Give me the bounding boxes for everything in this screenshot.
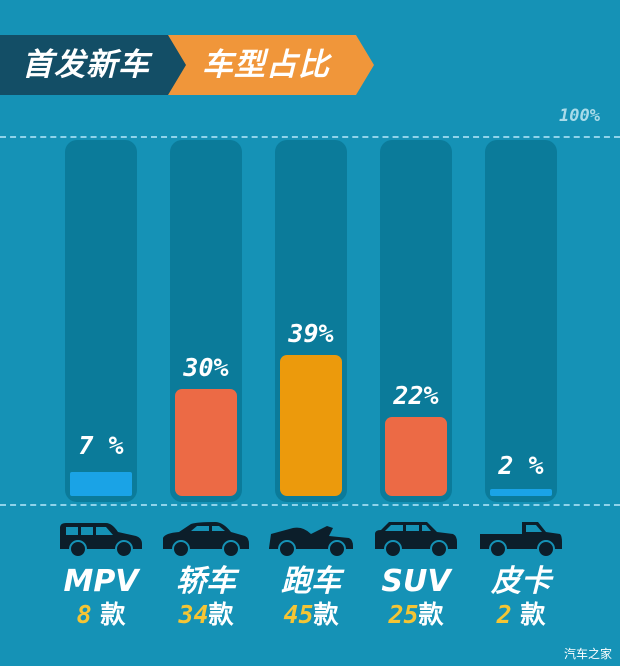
suv-car-icon [375, 522, 457, 558]
title-banner: 首发新车 车型占比 [0, 35, 380, 95]
bar-column-suv: 22% [380, 140, 452, 502]
category-suv: SUV 25款 [361, 520, 471, 630]
title-left-bg [0, 35, 190, 95]
bar-track [485, 140, 557, 502]
bar-fill [280, 355, 342, 496]
sports-car-icon [269, 526, 353, 558]
category-pickup: 皮卡 2 款 [466, 520, 576, 630]
bar-fill [385, 417, 447, 496]
bar-pct-label: 2 % [498, 451, 544, 480]
category-name: SUV [381, 564, 451, 599]
bar-pct-label: 30% [183, 353, 229, 382]
bar-fill [490, 489, 552, 496]
title-right-bg [168, 35, 374, 95]
max-label: 100% [559, 106, 600, 126]
bar-column-sedan: 30% [170, 140, 242, 502]
top-dashed-line [0, 136, 620, 138]
bar-column-sports: 39% [275, 140, 347, 502]
bar-pct-label: 39% [288, 319, 334, 348]
title-left: 首发新车 [22, 47, 150, 83]
category-count: 2 款 [496, 600, 546, 629]
bar-fill [70, 472, 132, 496]
mpv-car-icon [60, 523, 142, 558]
bar-column-pickup: 2 % [485, 140, 557, 502]
pickup-truck-icon [480, 522, 562, 558]
bar-pct-label: 22% [393, 381, 439, 410]
category-count: 34款 [178, 600, 234, 629]
bar-pct-label: 7 % [78, 431, 124, 460]
title-right: 车型占比 [202, 47, 330, 83]
category-name: 轿车 [176, 564, 236, 599]
category-name: MPV [63, 564, 139, 599]
category-sports: 跑车 45款 [256, 520, 366, 630]
category-sedan: 轿车 34款 [151, 520, 261, 630]
bar-fill [175, 389, 237, 496]
category-name: 皮卡 [491, 564, 551, 599]
bar-column-mpv: 7 % [65, 140, 137, 502]
baseline-dashed-line [0, 504, 620, 506]
sedan-car-icon [163, 522, 249, 558]
category-mpv: MPV 8 款 [46, 520, 156, 630]
watermark: 汽车之家 [563, 647, 612, 661]
category-name: 跑车 [281, 564, 341, 599]
bar-track [65, 140, 137, 502]
category-count: 8 款 [76, 600, 126, 629]
category-count: 25款 [388, 600, 444, 629]
category-count: 45款 [283, 600, 339, 629]
